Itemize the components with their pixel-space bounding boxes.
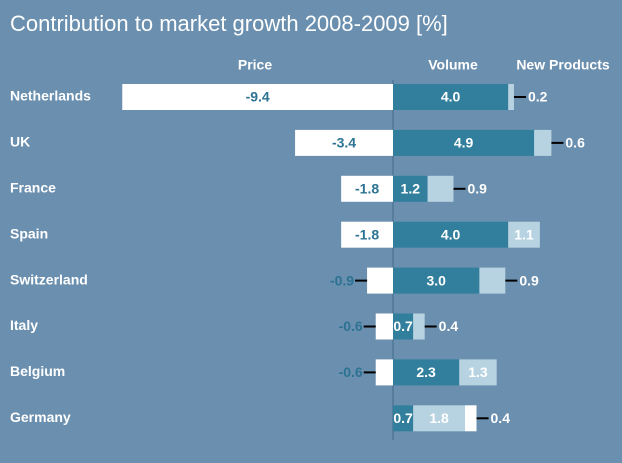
data-label: 0.7 <box>393 318 413 334</box>
bar <box>427 175 454 202</box>
data-label: -3.4 <box>332 135 356 151</box>
data-label: 4.9 <box>454 135 474 151</box>
bar <box>534 129 552 156</box>
bar <box>393 405 414 432</box>
bar <box>367 267 393 294</box>
bar <box>413 313 425 340</box>
bar <box>393 129 535 156</box>
data-label: 0.2 <box>528 89 548 105</box>
category-label: Netherlands <box>10 88 91 104</box>
data-label: 0.9 <box>519 272 539 288</box>
data-label: 1.2 <box>401 181 421 197</box>
bar <box>393 84 509 110</box>
bar <box>393 221 509 248</box>
data-label: -0.9 <box>330 272 354 288</box>
bar <box>122 84 393 110</box>
bar <box>413 405 465 432</box>
category-label: France <box>10 180 56 196</box>
data-label: 0.4 <box>491 410 511 426</box>
legend-label: Price <box>238 57 272 73</box>
category-label: Germany <box>10 409 71 425</box>
data-label: 2.3 <box>416 364 436 380</box>
data-label: -0.6 <box>339 364 363 380</box>
bar <box>295 129 393 156</box>
data-label: 0.6 <box>565 135 585 151</box>
bar <box>375 359 393 386</box>
category-label: Spain <box>10 225 48 241</box>
data-label: -0.6 <box>339 318 363 334</box>
category-label: Belgium <box>10 363 65 379</box>
data-label: -9.4 <box>246 89 270 105</box>
chart-title: Contribution to market growth 2008-2009 … <box>10 11 448 36</box>
data-label: 4.0 <box>441 89 461 105</box>
data-label: 1.1 <box>514 226 534 242</box>
data-label: 0.9 <box>467 181 487 197</box>
data-label: 1.8 <box>429 410 449 426</box>
category-label: UK <box>10 134 30 150</box>
legend-label: Volume <box>428 57 478 73</box>
bar <box>393 359 460 386</box>
bar <box>375 313 393 340</box>
category-label: Switzerland <box>10 271 88 287</box>
data-label: -1.8 <box>355 226 379 242</box>
bar <box>508 84 514 110</box>
data-label: 3.0 <box>426 272 446 288</box>
bar <box>465 405 477 432</box>
bar <box>479 267 506 294</box>
bar <box>459 359 497 386</box>
data-label: -1.8 <box>355 181 379 197</box>
legend-label: New Products <box>516 57 610 73</box>
data-label: 4.0 <box>441 226 461 242</box>
bar <box>508 221 540 248</box>
data-label: 0.7 <box>393 410 413 426</box>
bar <box>393 175 428 202</box>
bar <box>341 175 393 202</box>
data-label: 1.3 <box>468 364 488 380</box>
data-label: 0.4 <box>439 318 459 334</box>
bar <box>393 313 414 340</box>
category-label: Italy <box>10 317 38 333</box>
bar <box>341 221 393 248</box>
bar <box>393 267 480 294</box>
